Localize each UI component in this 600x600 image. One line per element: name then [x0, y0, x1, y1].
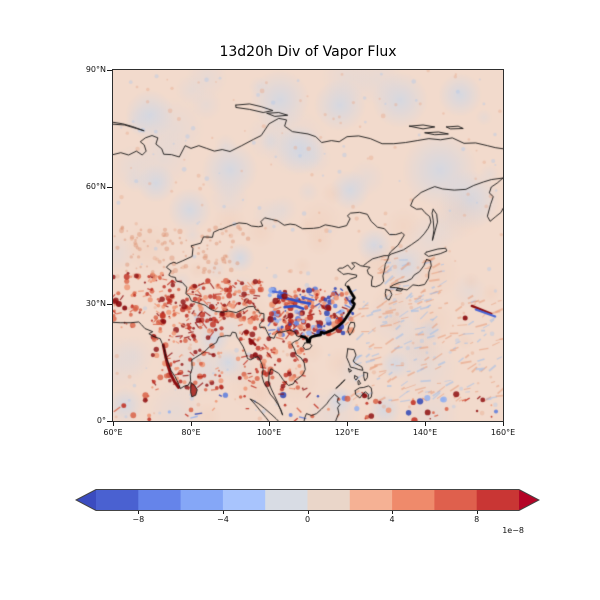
y-tick-mark [107, 70, 112, 71]
x-tick-mark [503, 422, 504, 426]
colorbar [74, 489, 541, 511]
map-axes [112, 69, 504, 422]
colorbar-offset-label: 1e−8 [502, 526, 524, 535]
plot-title: 13d20h Div of Vapor Flux [219, 44, 397, 60]
colorbar-tick-mark [138, 511, 140, 514]
x-tick-label: 160°E [490, 428, 516, 437]
x-tick-label: 80°E [181, 428, 201, 437]
x-tick-mark [113, 422, 114, 426]
colorbar-tick-label: 8 [474, 515, 480, 524]
colorbar-tick-label: −8 [132, 515, 145, 524]
y-tick-label: 60°N [85, 182, 106, 191]
x-tick-mark [269, 422, 270, 426]
map-canvas [113, 70, 503, 421]
y-tick-label: 90°N [85, 65, 106, 74]
x-tick-mark [191, 422, 192, 426]
colorbar-tick-mark [222, 511, 224, 514]
colorbar-tick-label: 4 [389, 515, 395, 524]
x-tick-label: 100°E [256, 428, 282, 437]
y-tick-mark [107, 421, 112, 422]
colorbar-tick-mark [392, 511, 394, 514]
colorbar-tick-mark [476, 511, 478, 514]
y-tick-label: 0° [96, 416, 106, 425]
y-tick-mark [107, 187, 112, 188]
x-tick-mark [425, 422, 426, 426]
x-tick-mark [347, 422, 348, 426]
y-tick-label: 30°N [85, 299, 106, 308]
y-tick-mark [107, 304, 112, 305]
colorbar-tick-label: −4 [216, 515, 229, 524]
x-tick-label: 140°E [412, 428, 438, 437]
colorbar-tick-label: 0 [304, 515, 311, 524]
x-tick-label: 60°E [103, 428, 123, 437]
colorbar-tick-mark [307, 511, 309, 514]
x-tick-label: 120°E [334, 428, 360, 437]
colorbar-svg [74, 489, 541, 511]
